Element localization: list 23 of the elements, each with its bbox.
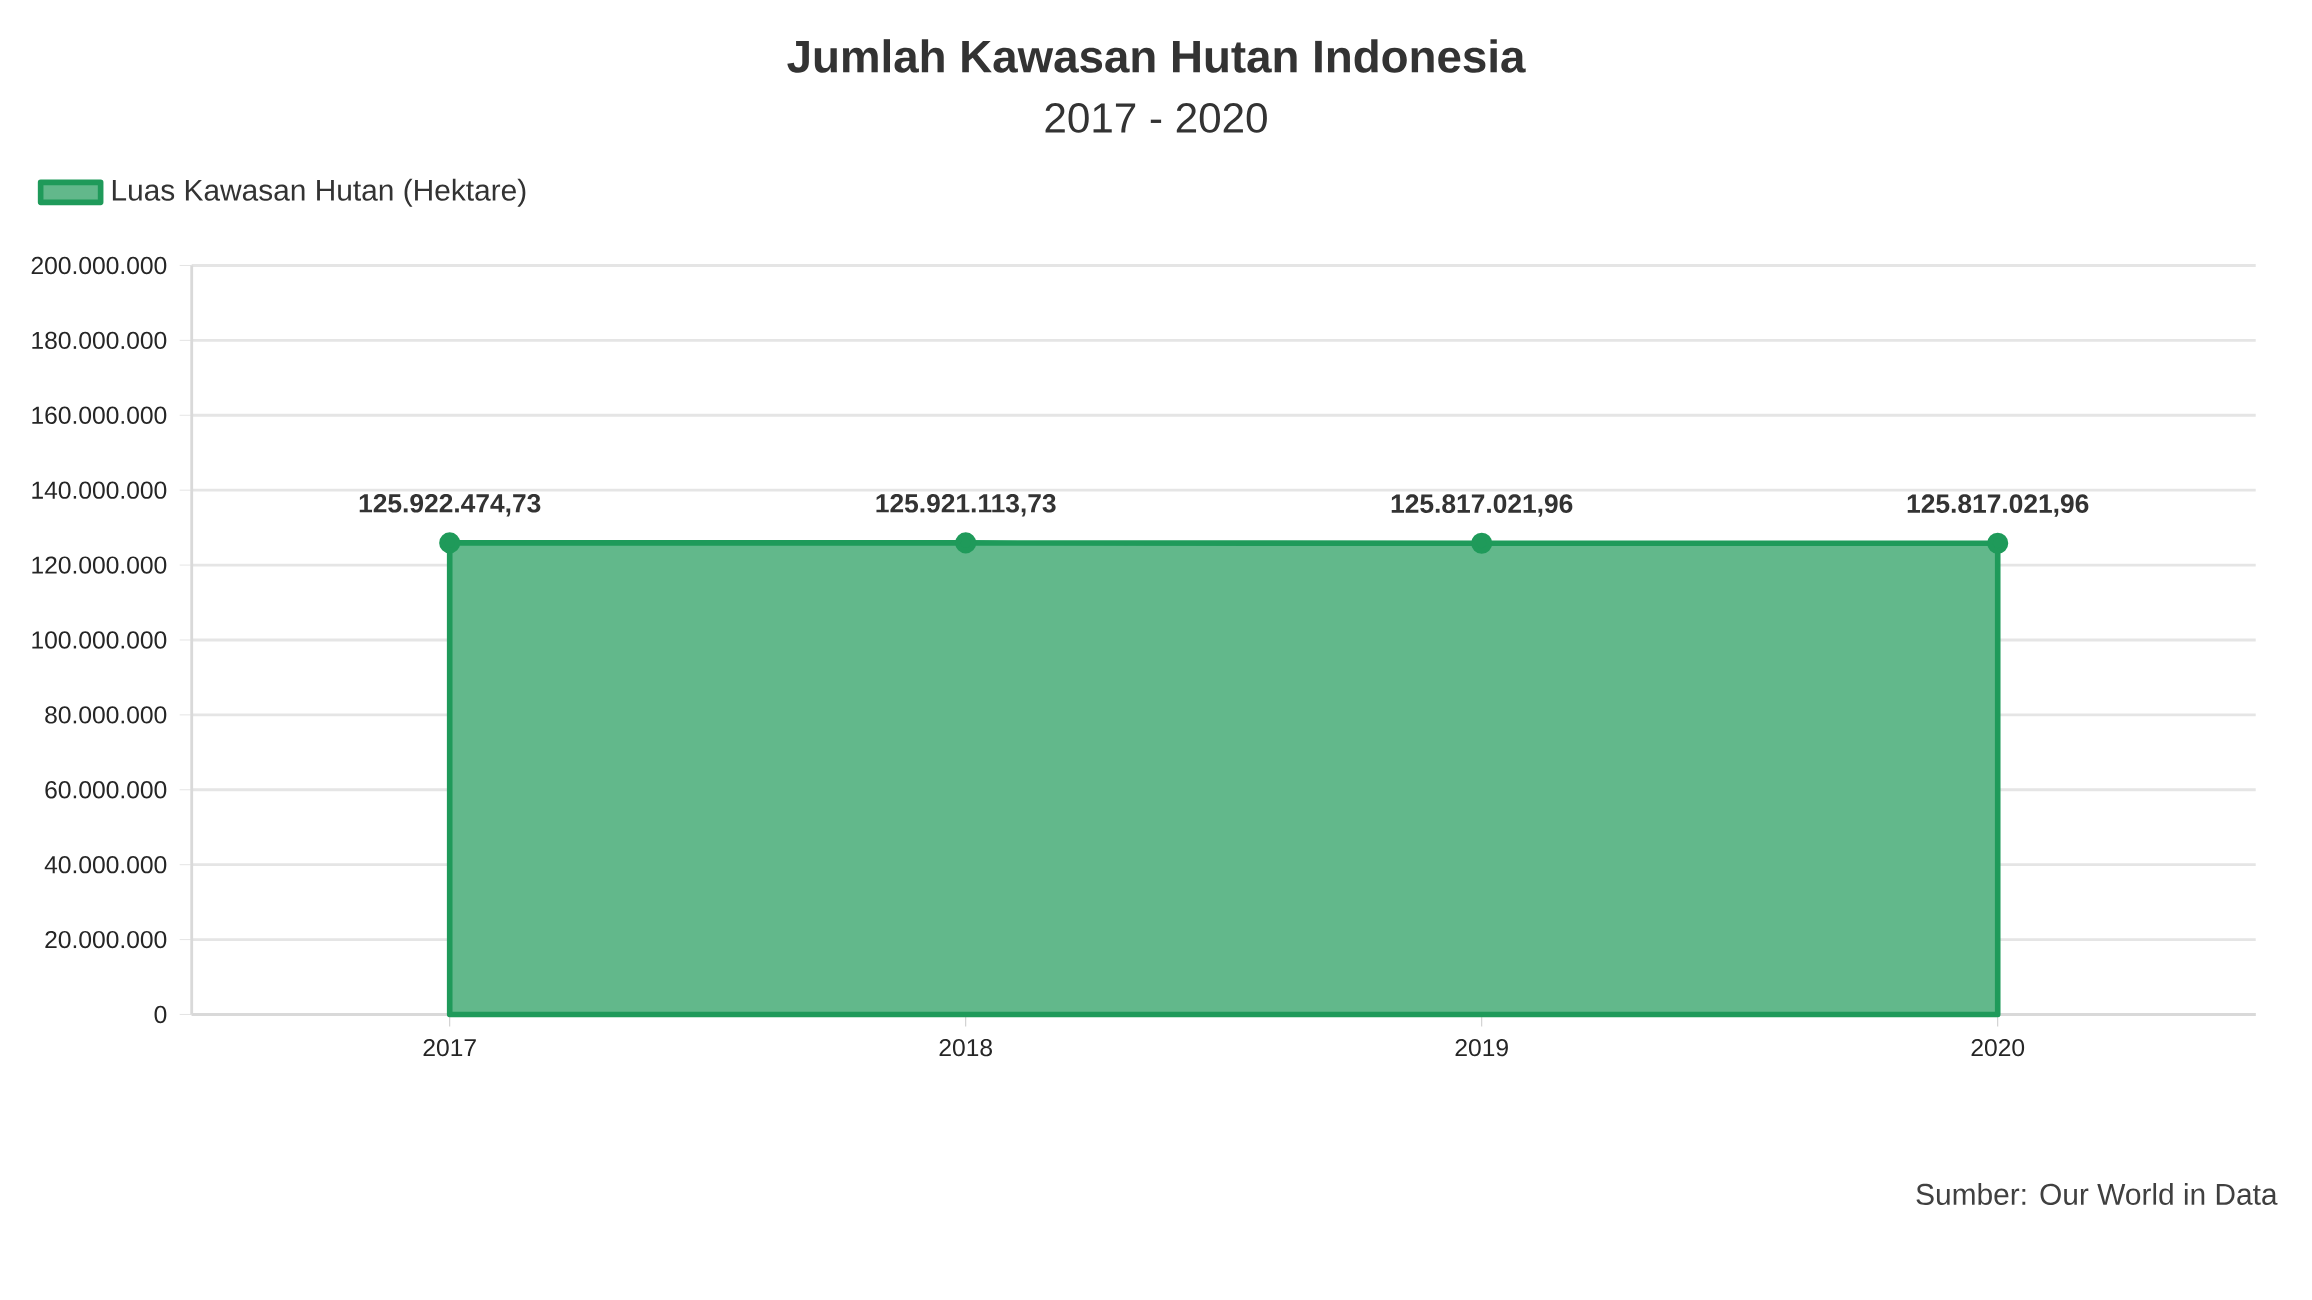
y-tick-label: 40.000.000 (44, 856, 167, 874)
data-label: 125.817.021,96 (1391, 494, 1573, 517)
x-tick-label: 2018 (939, 1038, 992, 1057)
y-tick-label: 200.000.000 (31, 256, 167, 275)
x-tick-label: 2017 (423, 1038, 476, 1057)
y-tick-label: 160.000.000 (32, 406, 167, 424)
chart-subtitle: 2017 - 2020 (1045, 103, 1267, 133)
text: Sumber: Our World in Data (1916, 1183, 2278, 1205)
legend-label: Luas Kawasan Hutan (Hektare) (112, 178, 526, 207)
y-tick-label: 180.000.000 (32, 331, 167, 350)
y-tick-label: 60.000.000 (45, 781, 167, 799)
data-label: 125.921.113,73 (876, 493, 1056, 517)
x-tick-label: 2020 (1971, 1038, 2025, 1057)
data-label: 125.817.021,96 (1907, 494, 2089, 517)
y-tick-label: 100.000.000 (32, 631, 167, 649)
x-tick-label: 2019 (1455, 1038, 1508, 1057)
y-tick-label: 120.000.000 (32, 556, 167, 574)
y-tick-label: 0 (154, 1005, 167, 1024)
y-tick-label: 140.000.000 (32, 481, 167, 499)
chart-title: Jumlah Kawasan Hutan Indonesia (787, 39, 1526, 73)
data-label: 125.922.474,73 (359, 493, 541, 517)
y-tick-label: 80.000.000 (45, 706, 167, 724)
y-tick-label: 20.000.000 (45, 930, 167, 949)
